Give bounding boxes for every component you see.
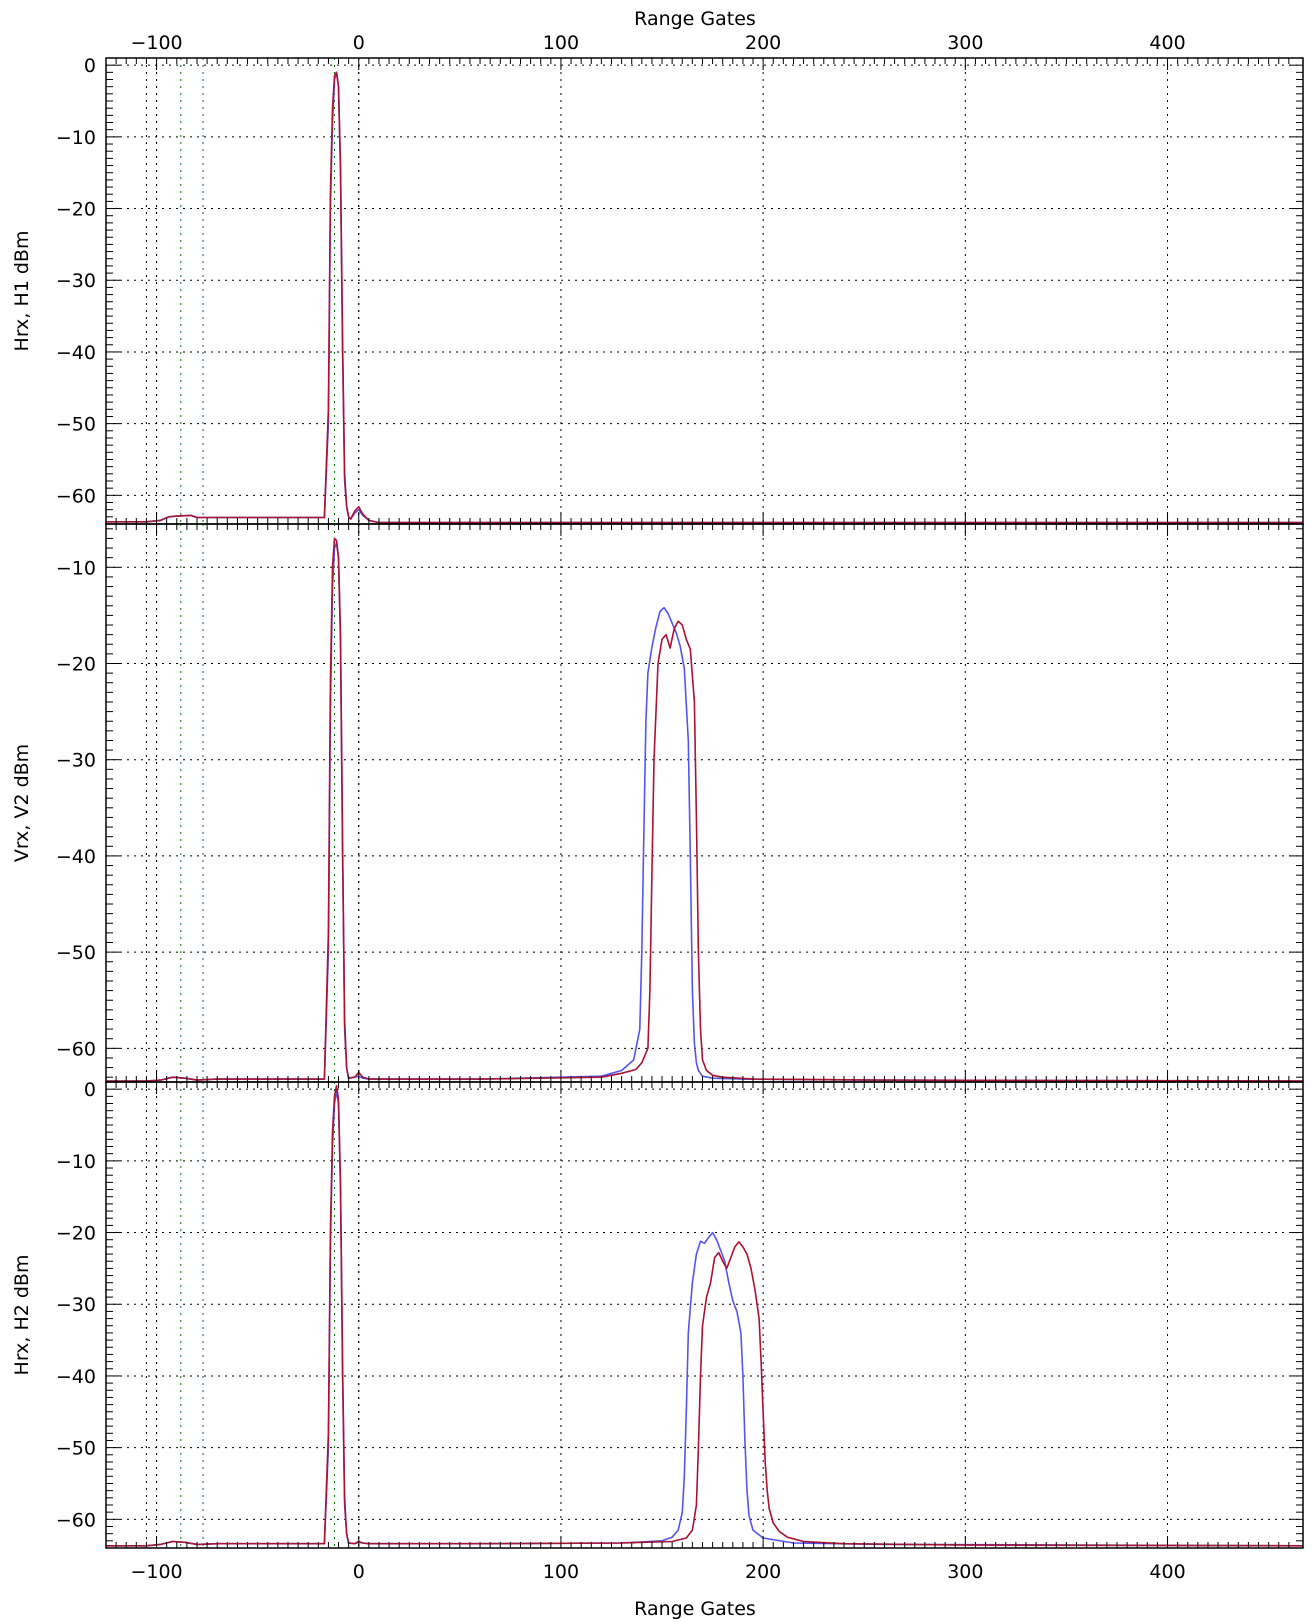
top-x-tick-labels: −100 0 100 200 300 400 xyxy=(130,32,1185,54)
bottom-x-tick-labels: −100 0 100 200 300 400 xyxy=(130,1561,1185,1583)
y-tick-label: −50 xyxy=(56,414,96,436)
y-tick-label: 0 xyxy=(84,55,96,77)
series-line-red xyxy=(106,1084,1303,1547)
top-x-tick-label: −100 xyxy=(130,32,182,54)
y-tick-label: −60 xyxy=(56,1038,96,1060)
y-tick-label: −10 xyxy=(56,557,96,579)
top-x-axis-title: Range Gates xyxy=(634,8,756,30)
y-tick-label: −50 xyxy=(56,1438,96,1460)
bottom-x-axis-title: Range Gates xyxy=(634,1598,756,1620)
top-x-tick-label: 400 xyxy=(1149,32,1185,54)
top-x-tick-label: 0 xyxy=(353,32,365,54)
bottom-x-tick-label: −100 xyxy=(130,1561,182,1583)
top-x-tick-label: 200 xyxy=(745,32,781,54)
y-tick-label: −60 xyxy=(56,1509,96,1531)
panel-h1: 0 −10 −20 −30 −40 −50 −60 Hrx, H1 dBm xyxy=(11,55,1304,525)
panel-h2: 0 −10 −20 −30 −40 −50 −60 Hrx, H2 dBm xyxy=(11,1079,1304,1549)
top-x-tick-label: 100 xyxy=(543,32,579,54)
bottom-x-tick-label: 300 xyxy=(947,1561,983,1583)
bottom-x-tick-label: 100 xyxy=(543,1561,579,1583)
y-axis-title: Vrx, V2 dBm xyxy=(11,744,33,862)
series-line-red xyxy=(106,537,1303,1082)
bottom-x-tick-label: 200 xyxy=(745,1561,781,1583)
y-tick-label: −20 xyxy=(56,199,96,221)
y-tick-label: −20 xyxy=(56,1223,96,1245)
series-line-blue xyxy=(106,542,1303,1082)
panel-frame xyxy=(105,1081,1304,1549)
panel-v2: −10 −20 −30 −40 −50 −60 Vrx, V2 dBm xyxy=(11,523,1304,1083)
series-line-red xyxy=(106,71,1303,524)
y-tick-label: −20 xyxy=(56,654,96,676)
series-line-blue xyxy=(106,71,1303,524)
y-tick-label: 0 xyxy=(84,1079,96,1101)
series-line-blue xyxy=(106,1090,1303,1547)
y-axis-title: Hrx, H2 dBm xyxy=(11,1255,33,1376)
y-tick-label: −40 xyxy=(56,342,96,364)
y-tick-label: −50 xyxy=(56,942,96,964)
y-tick-label: −30 xyxy=(56,1294,96,1316)
y-tick-label: −10 xyxy=(56,1151,96,1173)
y-tick-label: −40 xyxy=(56,846,96,868)
y-tick-label: −30 xyxy=(56,750,96,772)
y-tick-label: −10 xyxy=(56,127,96,149)
bottom-x-tick-label: 400 xyxy=(1149,1561,1185,1583)
panel-frame xyxy=(105,523,1304,1083)
panel-frame xyxy=(105,57,1304,525)
y-tick-label: −40 xyxy=(56,1366,96,1388)
bottom-x-tick-label: 0 xyxy=(353,1561,365,1583)
y-tick-label: −30 xyxy=(56,270,96,292)
y-tick-label: −60 xyxy=(56,485,96,507)
y-axis-title: Hrx, H1 dBm xyxy=(11,231,33,352)
top-x-tick-label: 300 xyxy=(947,32,983,54)
